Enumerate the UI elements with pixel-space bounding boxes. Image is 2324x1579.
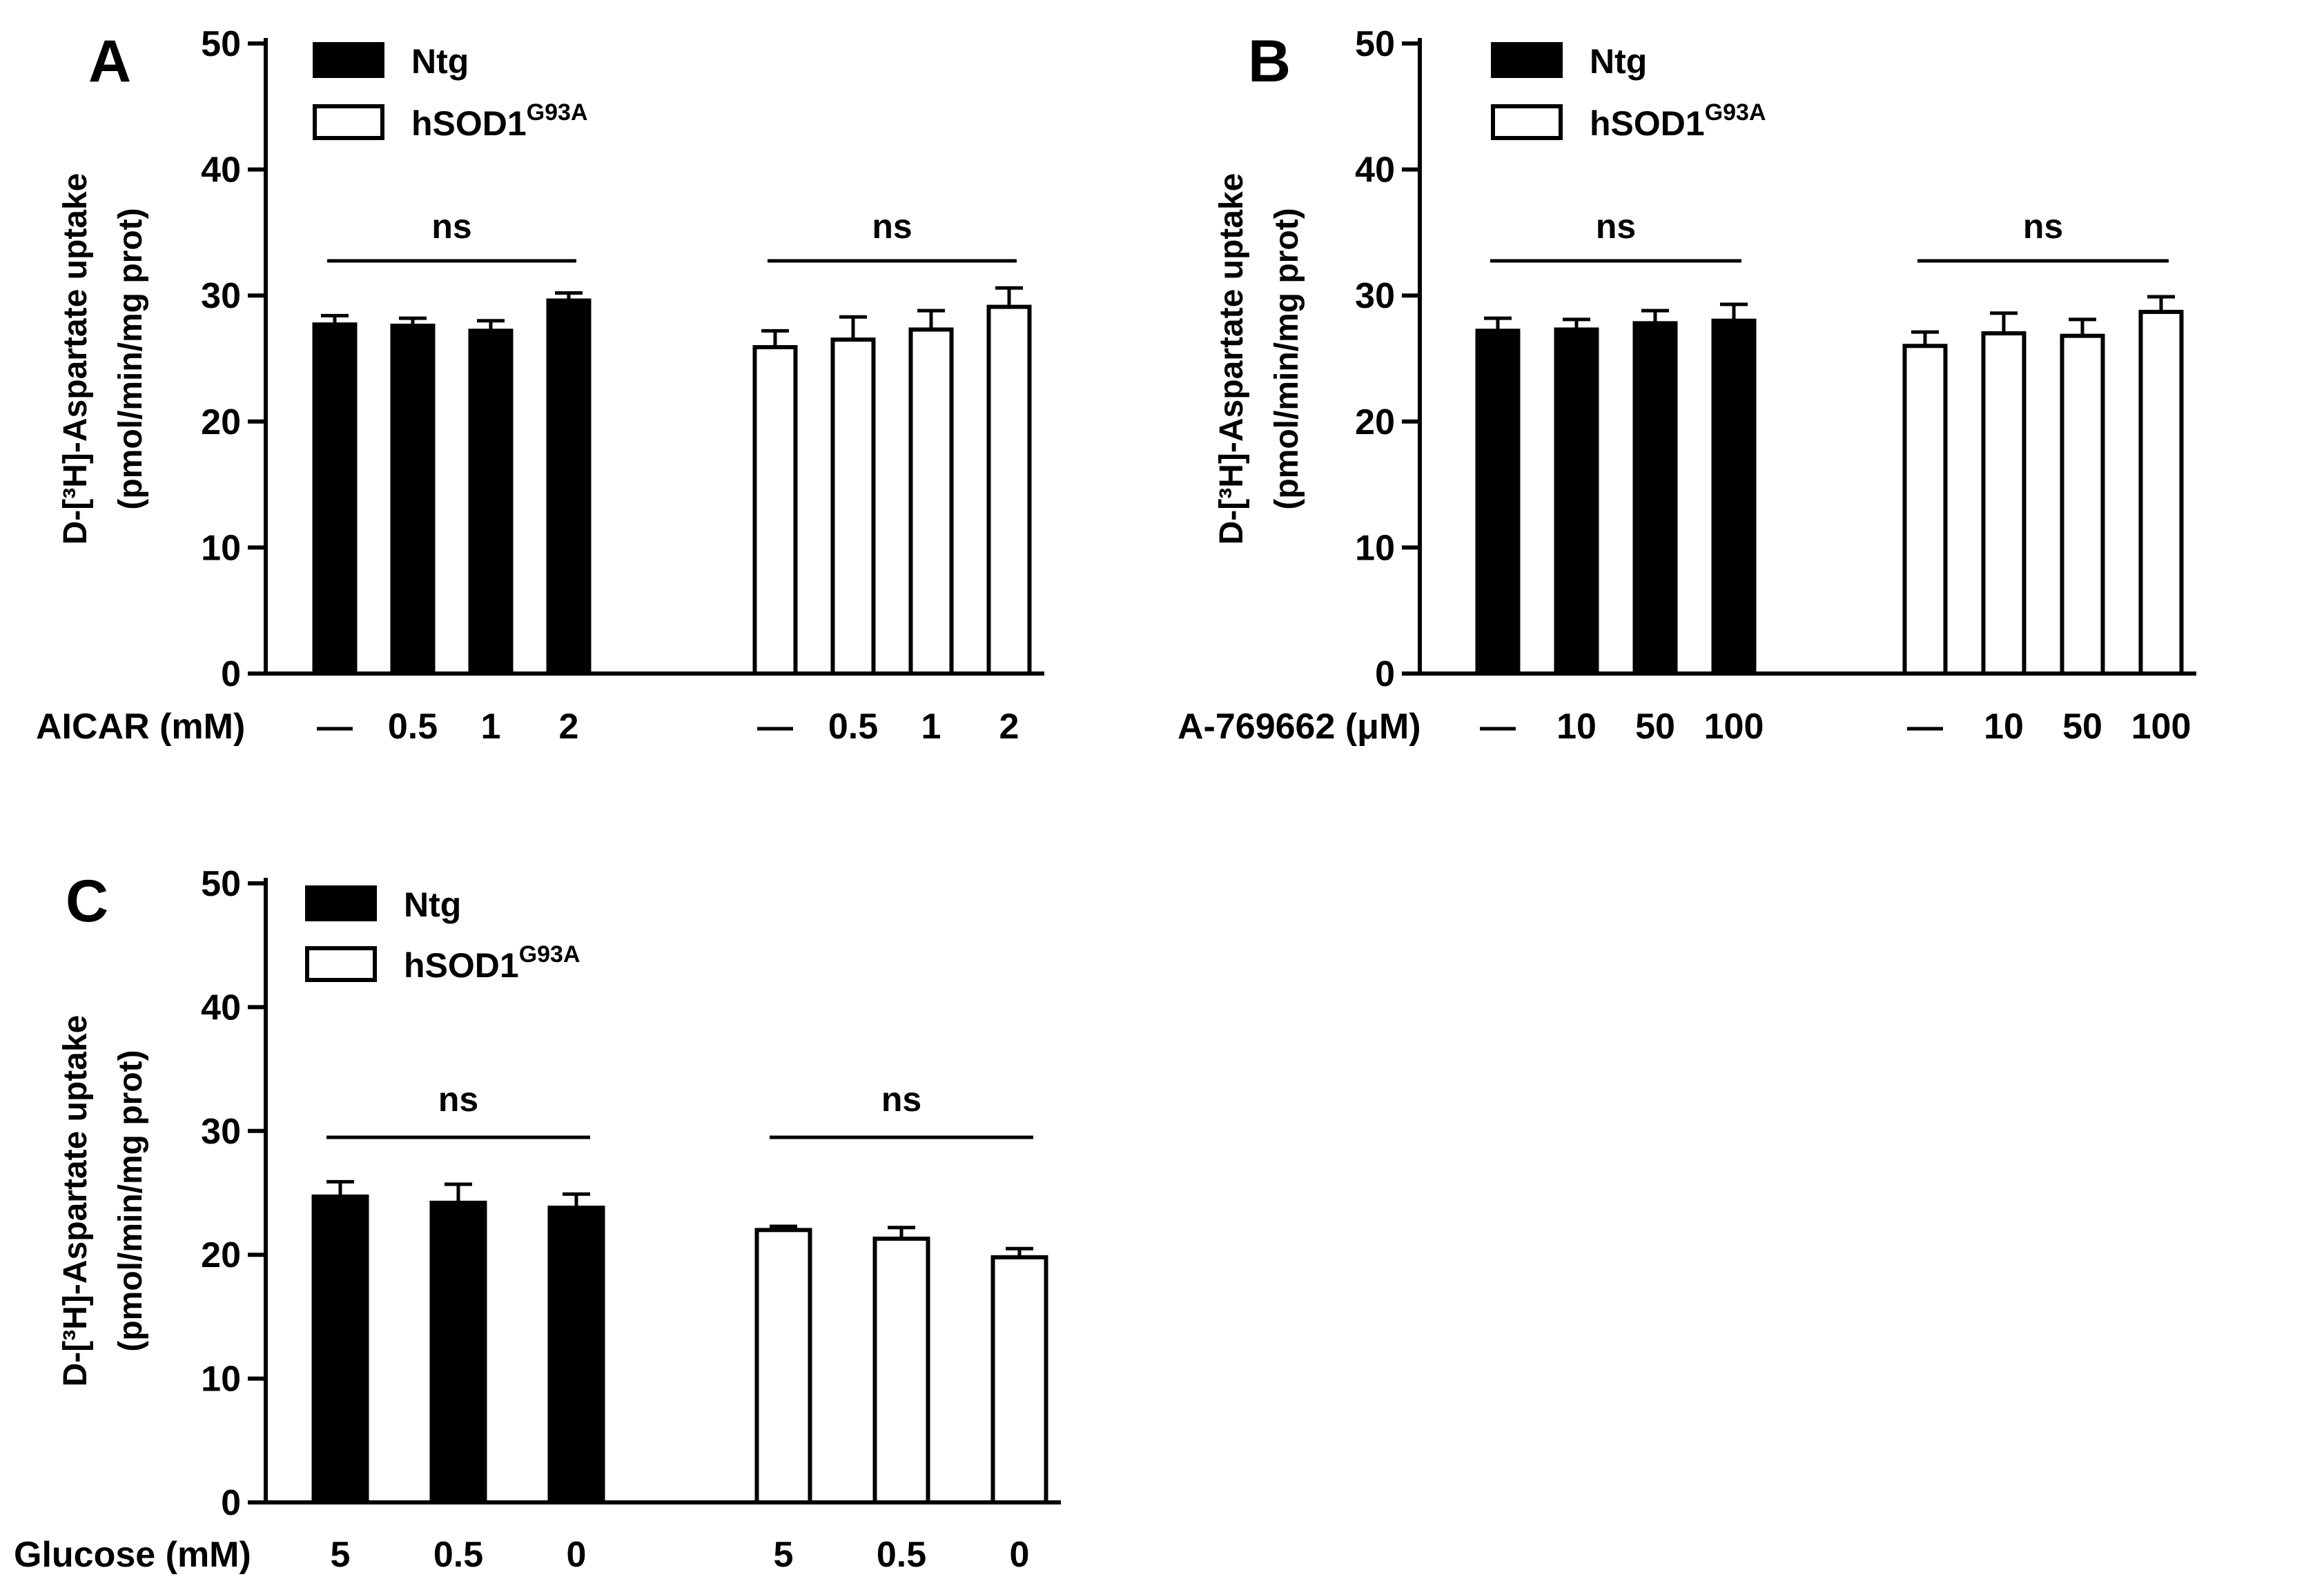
legend-label-superscript: G93A (527, 99, 588, 126)
significance-label: ns (431, 207, 471, 246)
bar (429, 1200, 487, 1505)
x-tick-label: — (317, 707, 353, 747)
x-tick-label: 5 (331, 1535, 351, 1575)
x-tick-label: 10 (1984, 707, 2024, 747)
x-tick-label: 0.5 (828, 707, 878, 747)
x-tick-label: 2 (999, 707, 1019, 747)
bar (311, 1194, 369, 1504)
x-tick-label: 1 (481, 707, 501, 747)
y-tick-label: 20 (201, 1235, 241, 1275)
y-axis-label-line2: (pmol/min/mg prot) (113, 208, 149, 509)
x-axis-label: A-769662 (μM) (1178, 707, 1421, 747)
legend-label-superscript: G93A (1705, 99, 1766, 126)
panel-letter: A (88, 28, 131, 95)
significance-label: ns (438, 1080, 478, 1119)
x-tick-label: 0.5 (877, 1535, 926, 1575)
y-tick-label: 30 (201, 276, 241, 316)
bar (754, 1228, 812, 1504)
panel-b-chart: B 0 10 20 30 40 50 D-[³H]-Aspartate uptake (pmol… (1178, 24, 2196, 747)
bar (908, 327, 954, 676)
bar (1632, 321, 1678, 676)
x-tick-label: 100 (2131, 707, 2191, 747)
bar (990, 1255, 1048, 1504)
x-tick-label: 0.5 (388, 707, 438, 747)
legend-swatch (1491, 42, 1563, 78)
bar (830, 337, 876, 676)
x-tick-label: 10 (1556, 707, 1596, 747)
bar (1475, 328, 1521, 676)
x-tick-label: 0 (567, 1535, 587, 1575)
bar (312, 322, 358, 676)
significance-label: ns (881, 1080, 921, 1119)
y-axis-label-line2: (pmol/min/mg prot) (113, 1050, 149, 1351)
y-tick-label: 40 (1355, 150, 1395, 190)
y-axis-label-line2: (pmol/min/mg prot) (1269, 208, 1305, 509)
y-tick-label: 10 (201, 1360, 241, 1400)
x-axis-label: Glucose (mM) (14, 1535, 251, 1575)
y-tick-label: 50 (201, 864, 241, 904)
x-tick-label: 1 (921, 707, 941, 747)
bar (547, 1206, 605, 1504)
y-tick-label: 10 (1355, 528, 1395, 568)
legend-label: hSOD1G93A (411, 99, 588, 143)
y-tick-label: 0 (1375, 654, 1395, 694)
x-tick-label: — (1480, 707, 1516, 747)
y-tick-label: 10 (201, 528, 241, 568)
legend-swatch (313, 42, 384, 78)
x-axis-label: AICAR (mM) (36, 707, 245, 747)
bar (2060, 333, 2105, 676)
y-axis-label-line1: D-[³H]-Aspartate uptake (1213, 173, 1250, 545)
legend-label: hSOD1G93A (404, 941, 580, 985)
panel-a-chart: A 0 10 20 30 40 50 D-[³H]-Aspartate uptake (pmol… (36, 24, 1044, 747)
legend-label-superscript: G93A (519, 941, 580, 968)
x-tick-label: 100 (1704, 707, 1764, 747)
y-tick-label: 30 (1355, 276, 1395, 316)
legend-label: hSOD1G93A (1590, 99, 1766, 143)
legend-label: Ntg (411, 42, 469, 81)
y-axis-label-line1: D-[³H]-Aspartate uptake (57, 173, 94, 545)
legend-swatch (313, 104, 384, 140)
y-tick-label: 50 (1355, 24, 1395, 64)
bar (1554, 327, 1599, 676)
x-tick-label: 5 (774, 1535, 794, 1575)
bar (468, 328, 514, 676)
bar (546, 298, 592, 676)
x-tick-label: 0.5 (433, 1535, 483, 1575)
y-axis-label-line1: D-[³H]-Aspartate uptake (57, 1015, 94, 1387)
bar (2138, 309, 2184, 676)
x-tick-label: 0 (1010, 1535, 1030, 1575)
significance-label: ns (2023, 207, 2063, 246)
y-tick-label: 20 (201, 402, 241, 442)
panel-letter: B (1248, 28, 1291, 95)
bar (986, 304, 1032, 676)
x-tick-label: 50 (2062, 707, 2102, 747)
x-tick-label: — (1907, 707, 1943, 747)
significance-label: ns (872, 207, 912, 246)
bar (872, 1236, 930, 1505)
y-tick-label: 30 (201, 1112, 241, 1152)
y-tick-label: 40 (201, 988, 241, 1028)
y-tick-label: 0 (221, 654, 241, 694)
bar (752, 345, 798, 676)
bar (390, 324, 436, 676)
panel-letter: C (66, 868, 108, 934)
x-tick-label: 50 (1635, 707, 1675, 747)
y-tick-label: 40 (201, 150, 241, 190)
legend-swatch (305, 885, 377, 921)
legend-label: Ntg (1590, 42, 1647, 81)
legend-swatch (1491, 104, 1563, 140)
x-tick-label: — (757, 707, 793, 747)
bar (1902, 344, 1948, 676)
legend-label: Ntg (404, 885, 461, 924)
y-tick-label: 50 (201, 24, 241, 64)
bar (1981, 331, 2027, 676)
y-tick-label: 20 (1355, 402, 1395, 442)
bar (1711, 318, 1757, 676)
y-tick-label: 0 (221, 1483, 241, 1523)
legend-swatch (305, 946, 377, 982)
x-tick-label: 2 (559, 707, 579, 747)
significance-label: ns (1596, 207, 1636, 246)
